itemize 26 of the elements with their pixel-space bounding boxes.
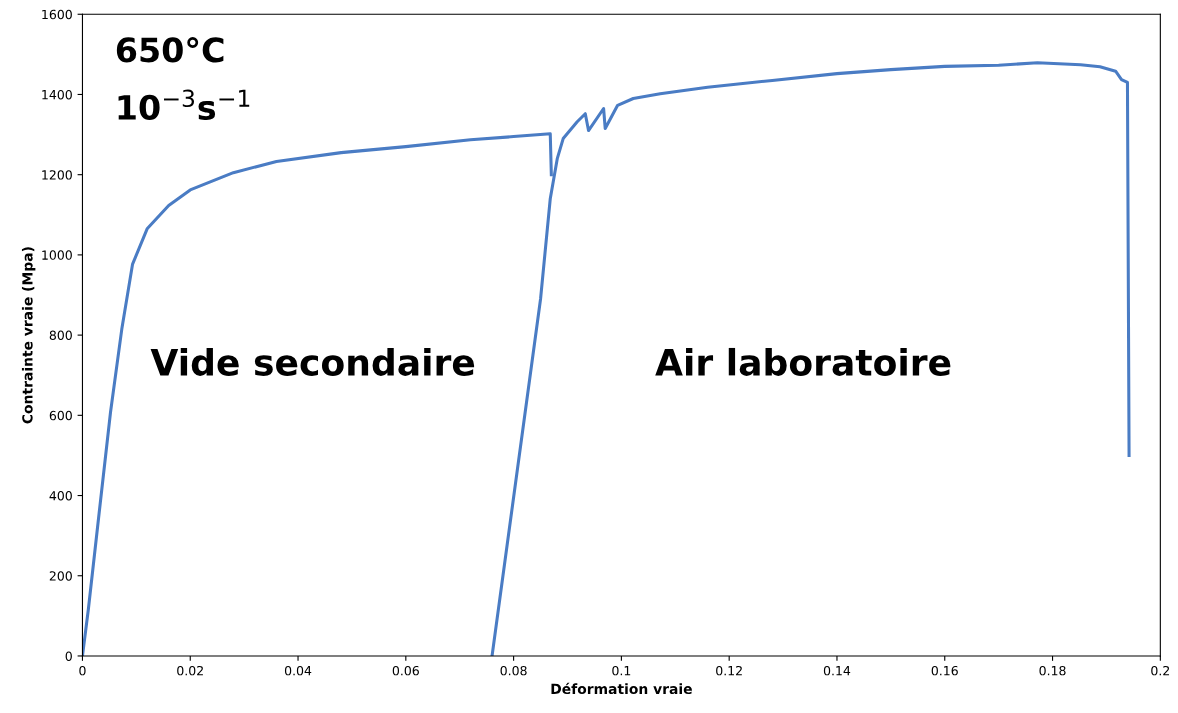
x-tick-label: 0.06	[392, 665, 419, 676]
x-tick-label: 0.18	[1039, 665, 1066, 676]
x-tick-label: 0.2	[1151, 665, 1170, 676]
x-tick-label: 0.14	[823, 665, 851, 676]
x-tick-label: 0	[79, 665, 86, 676]
y-tick-label: 1000	[42, 250, 72, 260]
annotation: Vide secondaire	[150, 347, 475, 376]
y-tick-label: 1200	[42, 170, 72, 180]
x-tick-label: 0.04	[284, 665, 312, 676]
annotation: 650°C	[116, 37, 224, 63]
y-tick-label: 200	[49, 571, 72, 581]
y-tick-label: 0	[65, 651, 72, 661]
annotation: 10$^{−3}$s$^{−1}$	[118, 89, 250, 121]
x-tick-label: 0.1	[612, 665, 631, 676]
y-tick-label: 600	[49, 410, 72, 421]
y-axis-title: Contrainte vraie (Mpa)	[21, 247, 36, 424]
x-tick-label: 0.12	[716, 665, 742, 676]
y-tick-label: 1400	[42, 89, 72, 100]
x-tick-label: 0.08	[500, 665, 527, 676]
x-tick-label: 0.02	[177, 665, 203, 676]
annotation: Air laboratoire	[655, 347, 951, 376]
x-axis-title: Déformation vraie	[551, 682, 692, 695]
x-tick-label: 0.16	[931, 665, 958, 676]
y-tick-label: 400	[49, 491, 72, 501]
y-tick-label: 1600	[42, 9, 72, 20]
y-tick-label: 800	[49, 330, 72, 341]
